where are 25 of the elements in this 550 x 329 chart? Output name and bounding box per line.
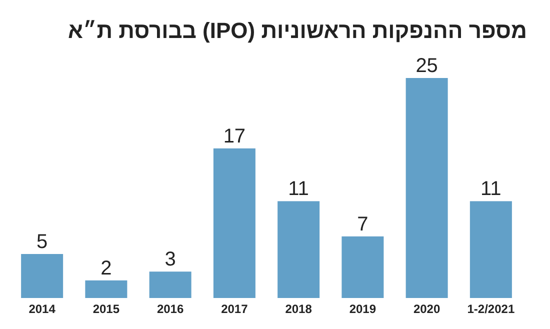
bar xyxy=(342,236,384,298)
x-tick-label: 2014 xyxy=(28,302,56,316)
data-label: 17 xyxy=(223,125,246,148)
bar xyxy=(278,201,320,298)
data-label: 11 xyxy=(480,178,502,200)
x-tick-label: 2016 xyxy=(156,302,184,316)
data-label: 7 xyxy=(357,213,368,236)
bar xyxy=(21,254,64,298)
bar xyxy=(470,201,512,298)
data-label: 25 xyxy=(416,55,438,77)
x-tick-label: 1-2/2021 xyxy=(467,302,515,316)
x-tick-label: 2019 xyxy=(349,302,376,316)
bar xyxy=(149,272,192,298)
bar xyxy=(406,78,448,298)
x-tick-label: 2020 xyxy=(413,302,440,316)
bar xyxy=(85,280,128,298)
x-tick-label: 2018 xyxy=(285,302,312,316)
chart-title: מספר ההנפקות הראשוניות (IPO) בבורסת ת״א xyxy=(68,18,527,43)
x-tick-label: 2015 xyxy=(92,302,120,316)
data-label: 2 xyxy=(100,257,112,280)
data-label: 3 xyxy=(164,248,176,271)
bar xyxy=(213,148,256,298)
x-tick-label: 2017 xyxy=(221,302,248,316)
data-label: 11 xyxy=(288,178,309,200)
data-label: 5 xyxy=(36,231,48,253)
